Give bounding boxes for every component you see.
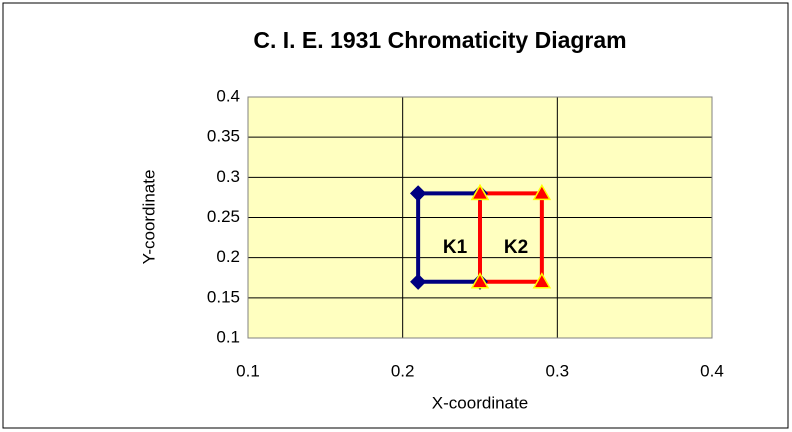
data-point [532,272,552,289]
y-tick-label: 0.15 [207,287,240,306]
data-point [410,273,427,290]
y-tick-label: 0.4 [216,86,240,105]
y-tick-label: 0.1 [216,327,240,346]
data-point [470,272,490,289]
y-tick-label: 0.3 [216,167,240,186]
x-tick-label: 0.1 [236,361,260,380]
y-tick-label: 0.2 [216,247,240,266]
chart-title: C. I. E. 1931 Chromaticity Diagram [253,27,626,53]
data-point [410,185,427,202]
series-label: K2 [504,237,528,258]
data-point [470,183,490,201]
plot-border [247,96,713,339]
x-tick-label: 0.2 [391,361,415,380]
data-point [532,183,552,201]
x-tick-label: 0.3 [546,361,570,380]
y-tick-label: 0.25 [207,207,240,226]
series-label: K1 [443,237,468,258]
x-tick-label: 0.4 [700,361,724,380]
y-axis-label: Y-coordinate [139,170,158,265]
x-axis-label: X-coordinate [432,393,528,412]
y-tick-label: 0.35 [207,127,240,146]
